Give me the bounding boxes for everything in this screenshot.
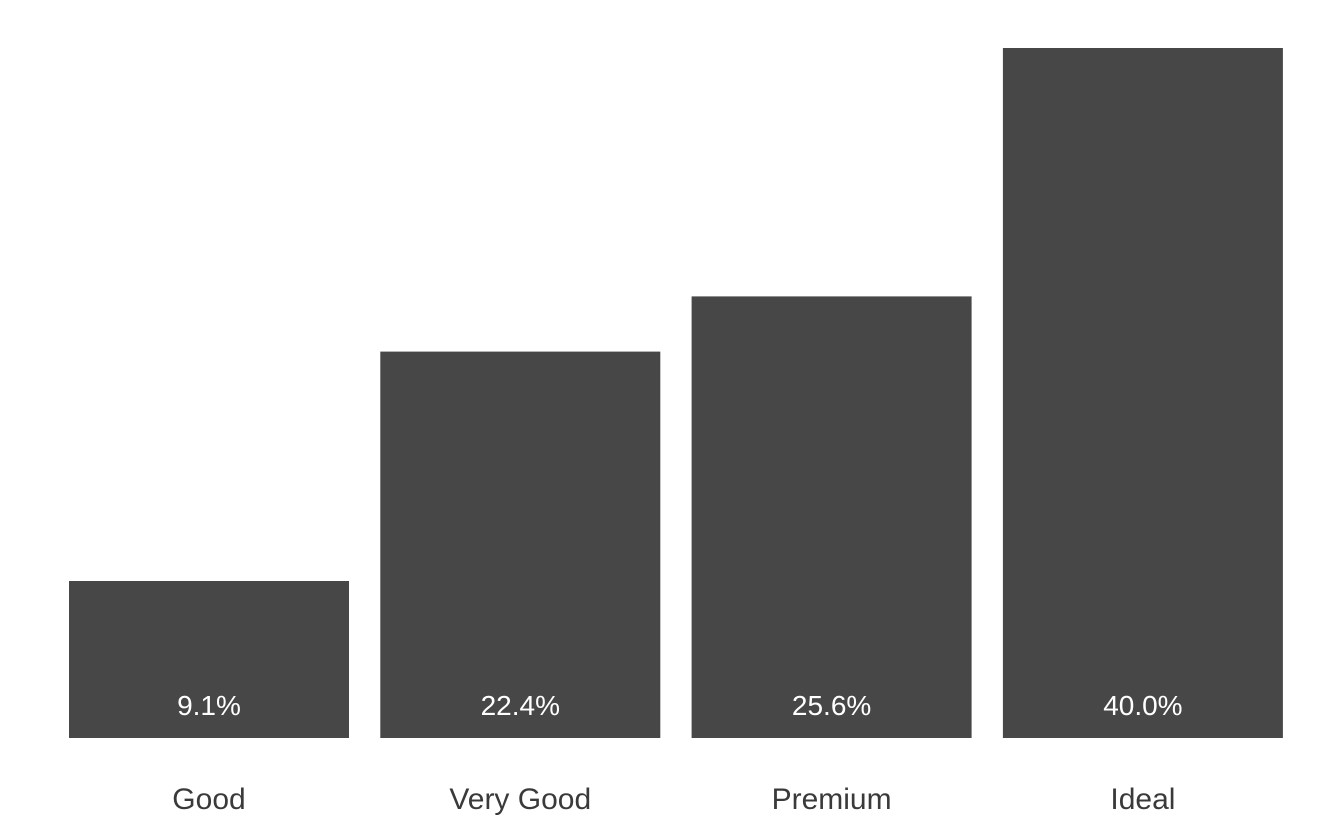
data-label-ideal: 40.0% [1103, 690, 1182, 721]
x-tick-label-good: Good [172, 783, 245, 816]
data-label-premium: 25.6% [792, 690, 871, 721]
bar-ideal [1002, 48, 1283, 738]
data-label-very-good: 22.4% [481, 690, 560, 721]
bars-group [69, 48, 1283, 738]
x-tick-label-ideal: Ideal [1110, 783, 1175, 816]
value-labels-group: 9.1% 22.4% 25.6% 40.0% [177, 690, 1183, 721]
x-tick-label-premium: Premium [772, 783, 892, 816]
data-label-good: 9.1% [177, 690, 241, 721]
bar-premium [691, 296, 972, 738]
x-axis-tick-labels: Good Very Good Premium Ideal [172, 783, 1175, 816]
x-tick-label-very-good: Very Good [449, 783, 591, 816]
bar-good [69, 581, 349, 738]
bar-very-good [380, 351, 661, 738]
